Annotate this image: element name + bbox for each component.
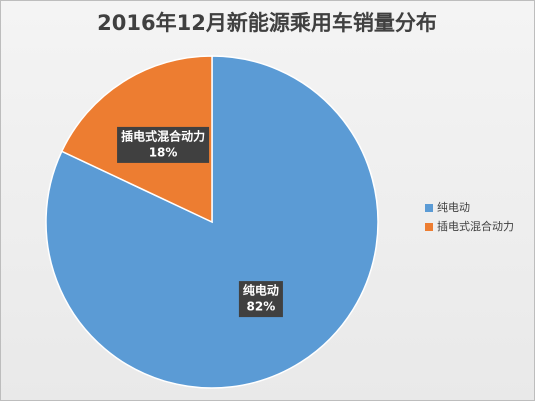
data-label-box [238,281,283,318]
data-label-name: 插电式混合动力 [121,128,205,143]
data-label: 插电式混合动力 18% [117,126,210,163]
data-label-value: 18% [149,145,178,159]
legend-label: 插电式混合动力 [437,219,514,233]
chart-title: 2016年12月新能源乘用车销量分布 [97,11,437,35]
data-label-value: 82% [247,300,276,314]
legend-label: 纯电动 [437,201,470,214]
legend-swatch [425,204,433,212]
legend-swatch [425,223,433,231]
data-label-box [117,126,210,163]
data-label-name: 纯电动 [243,283,279,298]
data-label: 纯电动 82% [238,281,283,318]
